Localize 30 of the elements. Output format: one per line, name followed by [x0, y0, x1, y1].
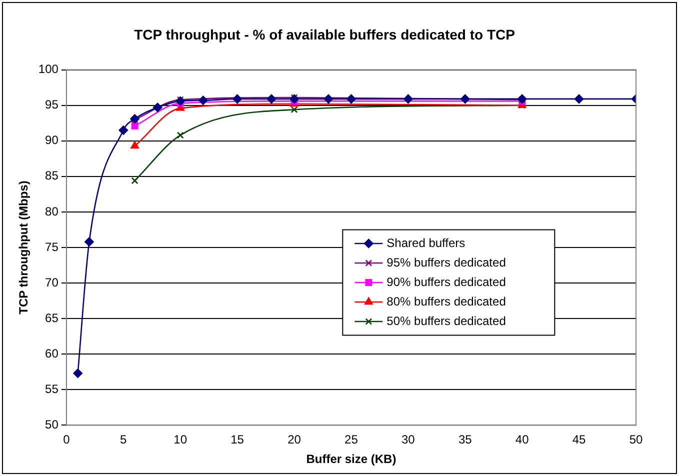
x-tick-label: 0 [63, 432, 70, 447]
x-tick-label: 25 [344, 432, 358, 447]
legend-label: 95% buffers dedicated [386, 255, 506, 270]
x-tick-label: 15 [230, 432, 244, 447]
y-tick-label: 55 [45, 382, 59, 396]
y-tick-label: 70 [45, 275, 59, 290]
legend-label: 80% buffers dedicated [386, 294, 506, 308]
y-tick-label: 65 [45, 310, 59, 325]
legend-label: Shared buffers [386, 236, 466, 250]
x-tick-label: 20 [288, 432, 302, 447]
x-tick-label: 5 [120, 432, 128, 447]
chart-title: TCP throughput - % of available buffers dedicated to TCP [134, 26, 515, 42]
y-tick-label: 90 [45, 133, 59, 148]
legend-label: 50% buffers dedicated [386, 314, 506, 328]
x-tick-label: 50 [629, 432, 643, 447]
x-tick-label: 45 [572, 432, 586, 447]
x-tick-label: 35 [458, 432, 472, 447]
x-tick-label: 30 [401, 432, 416, 447]
x-axis-title: Buffer size (KB) [306, 452, 396, 466]
y-tick-label: 50 [45, 418, 59, 432]
y-tick-label: 100 [38, 62, 59, 76]
y-tick-label: 80 [45, 204, 59, 218]
y-tick-label: 75 [45, 240, 59, 254]
y-axis-title: TCP throughput (Mbps) [16, 180, 31, 314]
x-tick-label: 10 [174, 432, 188, 447]
y-tick-label: 95 [45, 98, 59, 112]
legend-label: 90% buffers dedicated [386, 274, 506, 289]
y-tick-label: 60 [45, 346, 59, 360]
x-tick-label: 40 [515, 432, 530, 447]
y-tick-label: 85 [45, 168, 59, 183]
